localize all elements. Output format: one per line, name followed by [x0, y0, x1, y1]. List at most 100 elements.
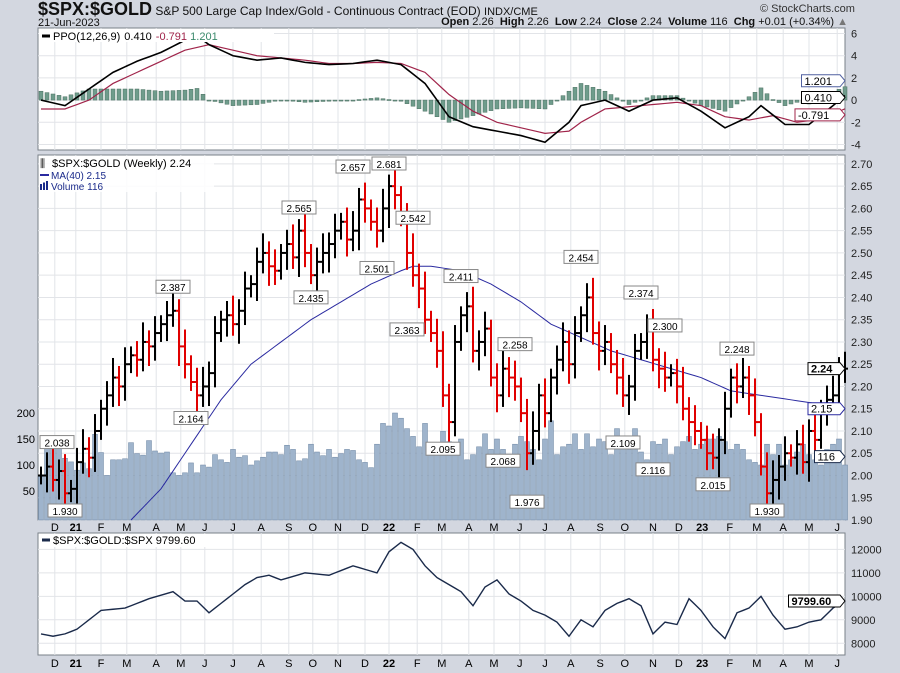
volume-bar [638, 451, 644, 521]
ohlc-bar [386, 174, 392, 228]
ohlc-bar [590, 277, 596, 345]
ppo-histogram-bar [230, 99, 236, 106]
ppo-histogram-bar [638, 99, 644, 102]
volume-bar [134, 453, 140, 521]
ppo-histogram-bar [320, 99, 326, 102]
ppo-signal-tag: -0.791 [798, 110, 829, 122]
price-annotation-box [371, 156, 407, 171]
ohlc-bar [692, 405, 698, 446]
ppo-histogram-bar [398, 99, 404, 102]
price-annotation: 2.501 [364, 264, 389, 275]
ohlc-bar [74, 447, 80, 506]
ohlc-bar [476, 330, 482, 371]
ppo-histogram-bar [38, 90, 44, 101]
x-axis-label: J [834, 522, 840, 534]
x-axis-label: J [202, 658, 208, 670]
ppo-histogram-bar [536, 99, 542, 109]
price-annotation: 2.542 [400, 214, 425, 225]
price-annotation: 2.300 [652, 322, 677, 333]
volume-bar [470, 454, 476, 521]
volume-bar [674, 446, 680, 521]
ppo-histogram-bar [518, 99, 524, 109]
price-y-tick: 2.00 [851, 470, 872, 482]
volume-bar [746, 459, 752, 521]
ppo-signal-line [41, 44, 846, 134]
ratio-y-tick: 9000 [851, 615, 875, 627]
ohlc-bar [680, 366, 686, 421]
volume-bar [194, 472, 200, 521]
high-value: 2.26 [527, 16, 549, 28]
ohlc-bar [284, 229, 290, 270]
open-value: 2.26 [472, 16, 494, 28]
ppo-histogram-bar [374, 97, 380, 101]
x-axis-label: M [176, 658, 185, 670]
ohlc-bar [506, 357, 512, 398]
price-annotation: 2.363 [394, 326, 419, 337]
volume-y-tick: 100 [17, 460, 35, 472]
ohlc-bar [464, 292, 470, 333]
volume-bar [392, 412, 398, 521]
price-annotation: 2.109 [610, 439, 635, 450]
price-annotation: 1.930 [754, 507, 779, 518]
x-axis-label: M [437, 522, 446, 534]
exchange: INDX/CME [484, 6, 538, 18]
x-axis-label: 21 [70, 658, 82, 670]
ohlc-bar [446, 383, 452, 442]
ppo-histogram-bar [782, 99, 788, 106]
volume-bar [278, 454, 284, 521]
ppo-histogram-bar [326, 99, 332, 102]
volume-bar [314, 451, 320, 521]
ppo-legend-name: PPO(12,26,9) [53, 31, 120, 43]
volume-bar [818, 464, 824, 521]
ppo-histogram-bar [614, 97, 620, 101]
x-axis-label: D [51, 658, 59, 670]
x-axis-label: A [153, 522, 161, 534]
ohlc-bar [182, 329, 188, 379]
x-axis-label: J [542, 658, 548, 670]
ppo-histogram-bar [266, 99, 272, 103]
ppo-histogram-bar [698, 99, 704, 106]
ppo-histogram-bar [140, 89, 146, 101]
price-annotation-box [359, 260, 395, 275]
volume-bar [422, 423, 428, 521]
ohlc-bar [302, 213, 308, 268]
ohlc-bar [50, 447, 56, 492]
ppo-histogram-bar [446, 99, 452, 123]
ohlc-bar [164, 301, 170, 342]
volume-bar [572, 433, 578, 521]
volume-value: 116 [710, 16, 728, 28]
ohlc-bar [794, 430, 800, 475]
price-y-tick: 2.70 [851, 159, 872, 171]
x-axis-label: S [597, 522, 604, 534]
ppo-histogram-bar [644, 97, 650, 101]
price-y-tick: 2.30 [851, 337, 872, 349]
ppo-histogram-bar [560, 95, 566, 101]
ohlc-bar [374, 207, 380, 248]
ohlc-bar [362, 182, 368, 223]
ppo-histogram-bar [50, 93, 56, 101]
ppo-histogram-bar [146, 89, 152, 101]
ohlc-bar [230, 295, 236, 336]
brand-logo[interactable]: © StockCharts.com [760, 3, 855, 15]
ppo-histogram-bar [620, 99, 626, 102]
volume-bar [146, 440, 152, 521]
volume-bar [242, 455, 248, 521]
ppo-histogram-bar [740, 99, 746, 102]
ma-legend: MA(40) 2.15 [51, 171, 106, 182]
volume-bar [380, 423, 386, 521]
volume-y-tick: 50 [23, 486, 35, 498]
ohlc-bar [290, 224, 296, 269]
volume-bar [500, 449, 506, 521]
ppo-histogram-bar [356, 99, 362, 101]
ppo-histogram-bar [218, 99, 224, 104]
ratio-y-tick: 8000 [851, 638, 875, 650]
volume-bar [788, 459, 794, 521]
volume-bar [614, 428, 620, 521]
volume-bar [236, 456, 242, 521]
volume-bar [686, 436, 692, 521]
ppo-histogram-bar [686, 99, 692, 102]
ohlc-bar [122, 347, 128, 401]
ppo-histogram-bar [746, 96, 752, 101]
ohlc-bar [38, 466, 44, 485]
